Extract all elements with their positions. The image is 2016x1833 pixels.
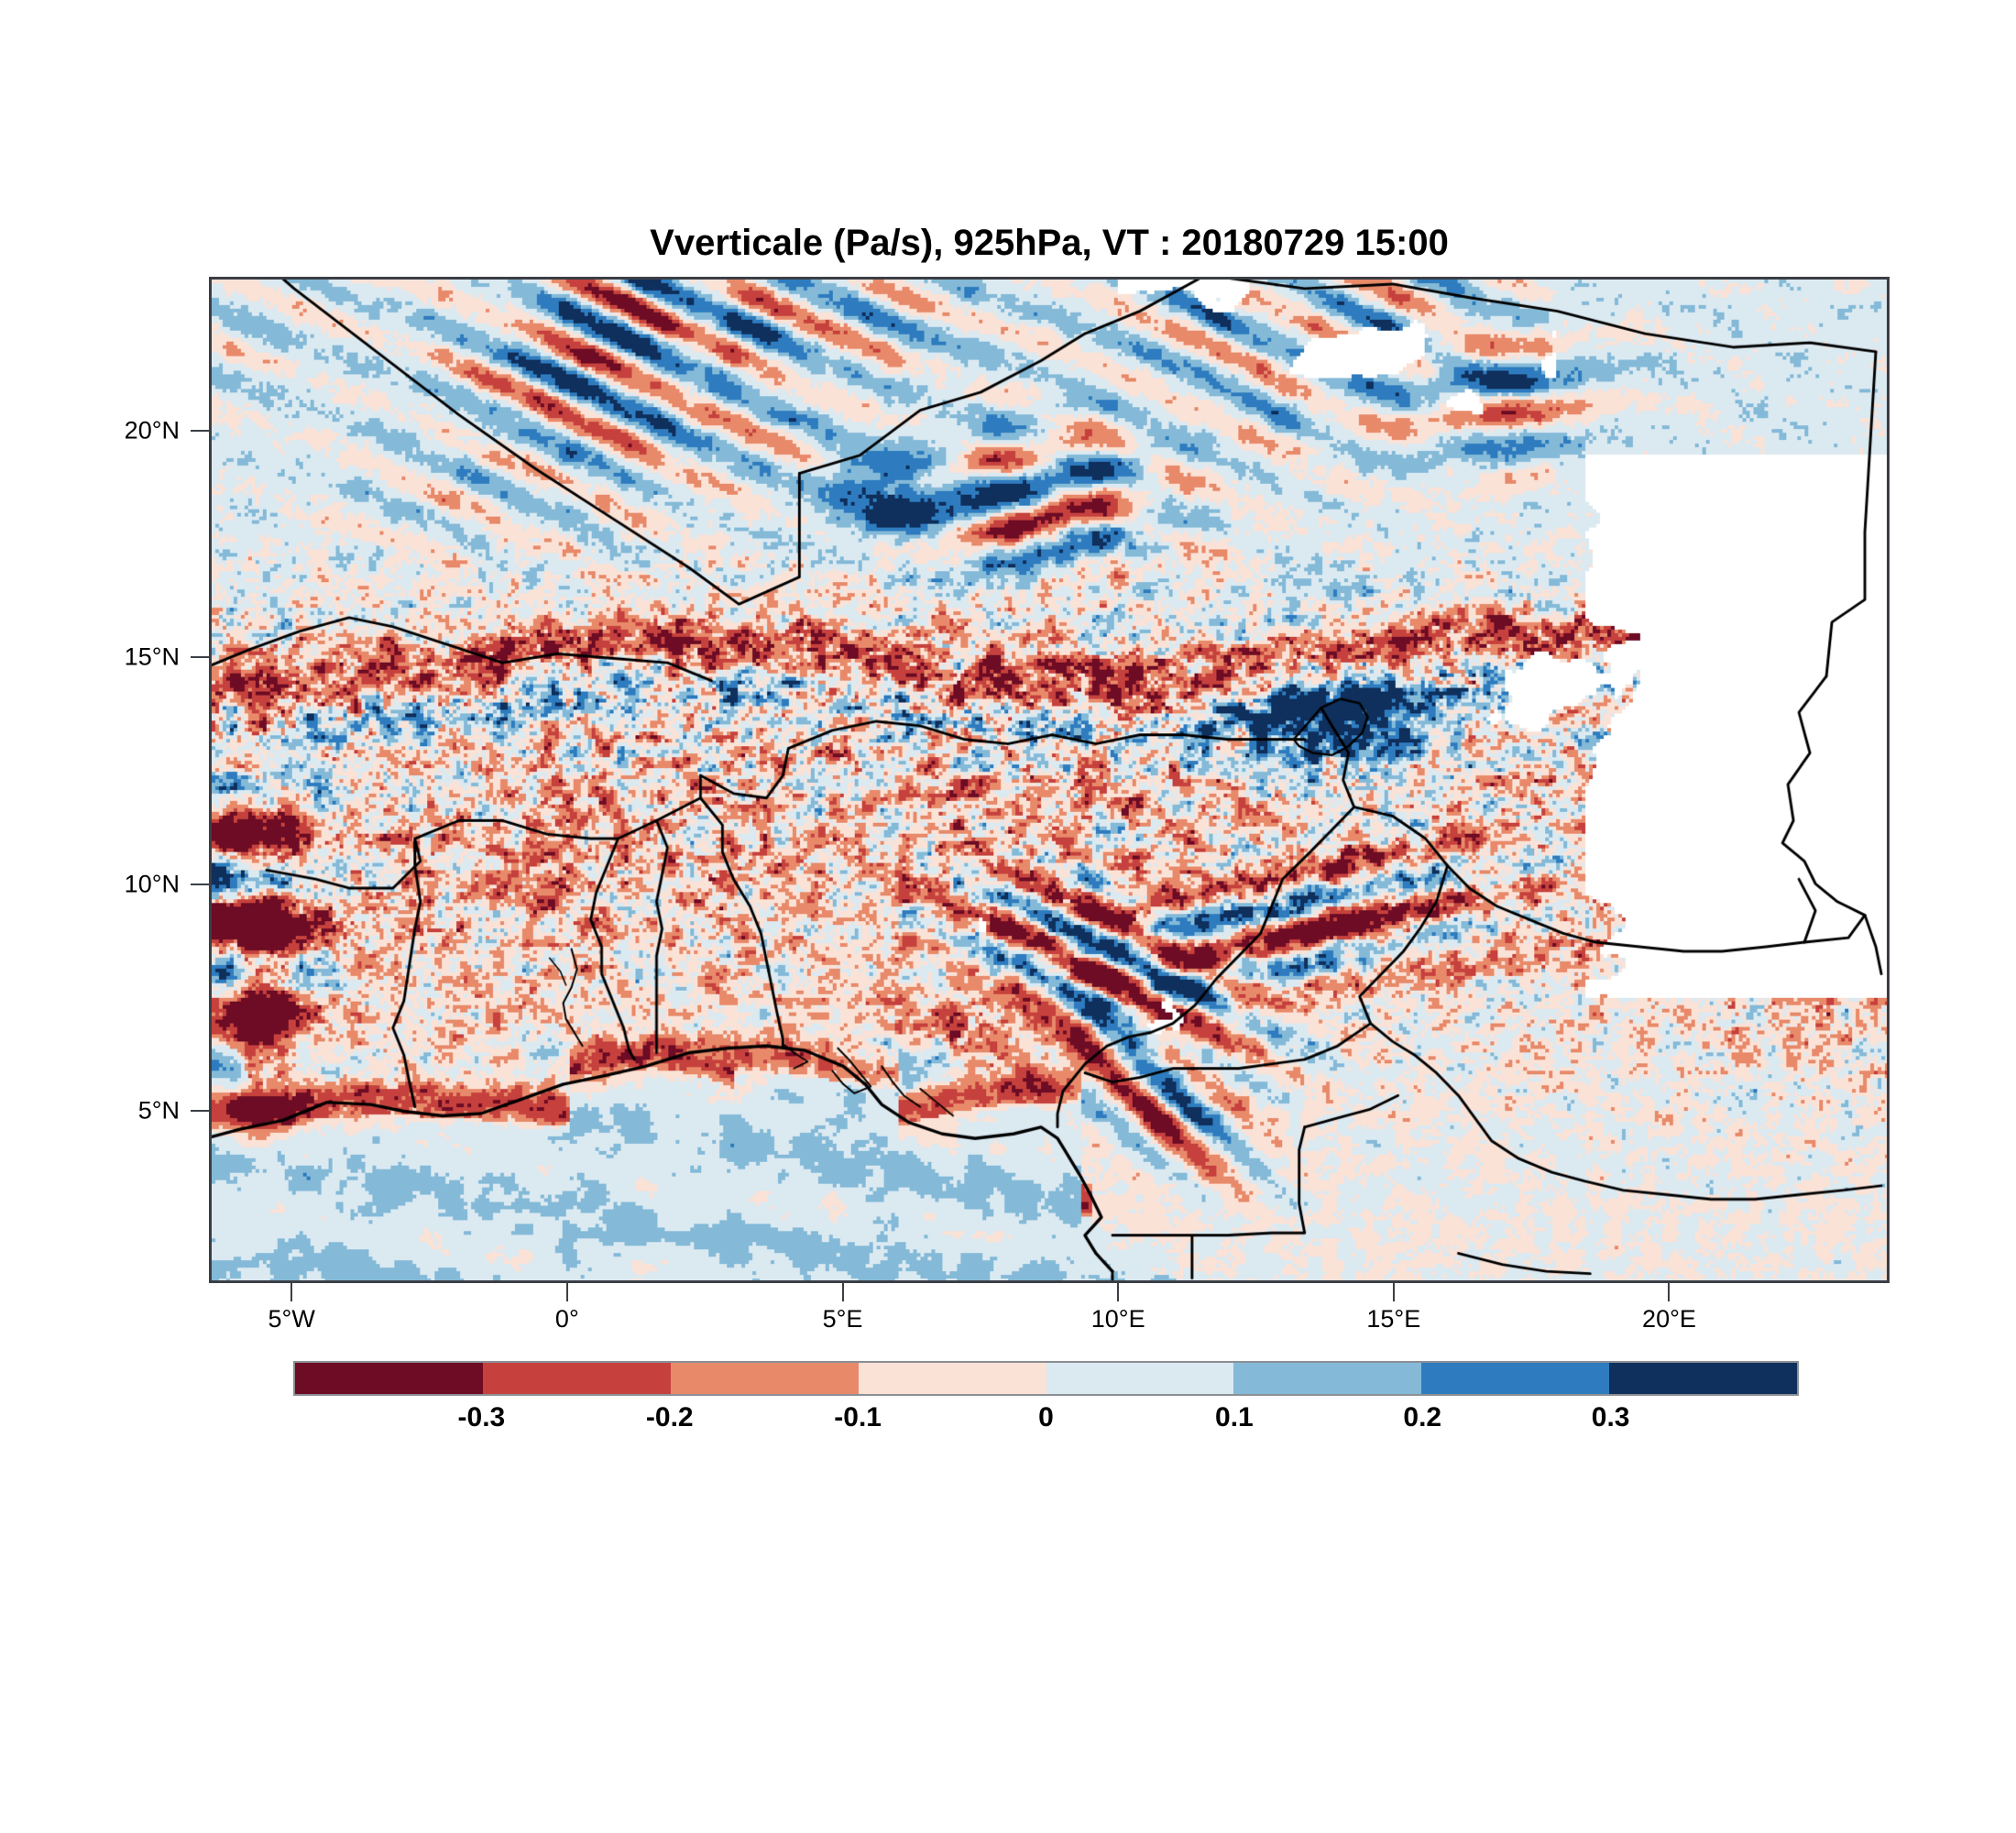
x-tick-mark: [565, 1283, 568, 1301]
x-tick-mark: [1117, 1283, 1120, 1301]
colorbar-band: [670, 1363, 859, 1394]
colorbar-band: [858, 1363, 1046, 1394]
page-title: Vverticale (Pa/s), 925hPa, VT : 20180729…: [650, 223, 1449, 263]
x-tick-mark: [1668, 1283, 1671, 1301]
x-tick-label: 5°W: [268, 1305, 315, 1333]
colorbar-tick-label: -0.2: [645, 1402, 694, 1432]
y-tick-mark: [191, 883, 209, 885]
colorbar-band: [1233, 1363, 1422, 1394]
y-tick-mark: [191, 656, 209, 659]
x-tick-label: 20°E: [1642, 1305, 1696, 1333]
coastline-border-overlay: [212, 280, 1887, 1280]
x-tick-label: 5°E: [822, 1305, 863, 1333]
colorbar-tick-label: 0.3: [1591, 1402, 1630, 1432]
y-tick-label: 5°N: [137, 1096, 180, 1125]
x-tick-label: 0°: [554, 1305, 579, 1333]
colorbar[interactable]: [293, 1361, 1799, 1396]
colorbar-tick-label: -0.3: [457, 1402, 506, 1432]
colorbar-band: [1421, 1363, 1610, 1394]
colorbar-band: [295, 1363, 483, 1394]
x-tick-mark: [1392, 1283, 1395, 1301]
colorbar-tick-label: 0.1: [1215, 1402, 1254, 1432]
y-tick-label: 15°N: [124, 642, 180, 671]
colorbar-tick-label: 0.2: [1403, 1402, 1442, 1432]
y-tick-label: 20°N: [124, 416, 180, 445]
colorbar-tick-label: 0: [1038, 1402, 1054, 1432]
x-tick-mark: [841, 1283, 844, 1301]
y-tick-label: 10°N: [124, 870, 180, 898]
x-tick-mark: [290, 1283, 293, 1301]
x-tick-label: 15°E: [1366, 1305, 1421, 1333]
colorbar-tick-label: -0.1: [834, 1402, 882, 1432]
colorbar-band: [1609, 1363, 1797, 1394]
y-tick-mark: [191, 430, 209, 433]
map-plot-area[interactable]: [209, 277, 1890, 1283]
colorbar-band: [1046, 1363, 1234, 1394]
y-tick-mark: [191, 1110, 209, 1113]
colorbar-band: [482, 1363, 671, 1394]
x-tick-label: 10°E: [1090, 1305, 1145, 1333]
